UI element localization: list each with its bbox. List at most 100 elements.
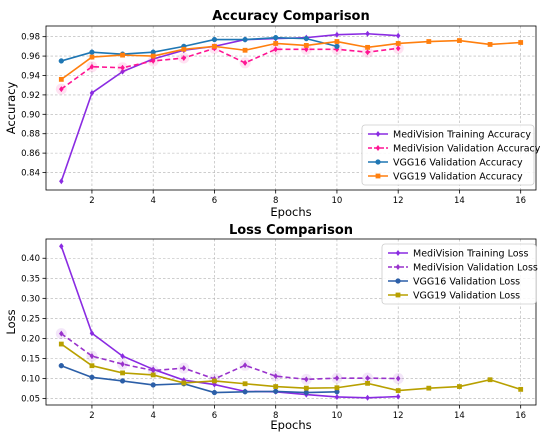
x-tick-label: 8 (273, 411, 278, 421)
point-marker (181, 365, 187, 372)
accuracy-panel: Accuracy Comparison 2 4 6 8 10 12 14 16 0.84 0.86 0… (4, 9, 541, 219)
x-tick-label: 16 (515, 411, 526, 421)
point-marker (242, 59, 248, 66)
point-marker (395, 41, 401, 46)
x-tick-label: 4 (150, 411, 155, 421)
y-tick-label: 0.98 (21, 33, 40, 43)
point-marker (89, 363, 95, 369)
legend-item: MediVision Training Loss (388, 248, 528, 259)
point-marker (89, 353, 95, 360)
x-axis-label: Epochs (270, 418, 311, 432)
point-marker (120, 68, 125, 75)
point-marker (89, 374, 95, 380)
point-marker (395, 388, 401, 393)
y-tick-label: 0.10 (21, 375, 40, 385)
point-marker (150, 372, 156, 378)
x-tick-label: 2 (89, 411, 94, 421)
point-marker (120, 361, 125, 368)
series-line (60, 343, 521, 392)
legend-box (381, 243, 537, 305)
point-marker (150, 367, 156, 374)
legend-label: MediVision Validation Loss (413, 262, 538, 273)
point-marker (426, 39, 432, 44)
x-tick-label: 6 (212, 411, 217, 421)
point-marker (365, 380, 370, 386)
point-marker (518, 40, 524, 45)
point-marker (242, 47, 248, 53)
point-marker (334, 39, 340, 44)
y-tick-label: 0.35 (21, 274, 40, 284)
legend-item: VGG16 Validation Loss (388, 276, 520, 287)
point-marker (181, 380, 187, 386)
point-marker (365, 44, 370, 50)
point-marker (150, 57, 156, 64)
point-marker (58, 341, 64, 347)
y-axis-label: Loss (4, 309, 18, 334)
point-marker (304, 376, 309, 383)
point-marker (59, 330, 64, 337)
legend-label: MediVision Training Accuracy (393, 129, 531, 140)
series-line (60, 47, 399, 90)
series-medivision-validation-accuracy (55, 42, 404, 95)
legend-item: VGG19 Validation Loss (388, 290, 520, 301)
x-tick-label: 12 (393, 411, 404, 421)
point-marker (119, 378, 126, 384)
point-marker (334, 43, 340, 50)
y-tick-label: 0.86 (21, 149, 40, 159)
point-marker (242, 389, 248, 395)
y-tick-label: 0.90 (21, 110, 40, 120)
y-tick-label: 0.30 (21, 294, 40, 304)
plot-frame (45, 238, 537, 406)
point-marker (365, 394, 370, 401)
legend-label: VGG19 Validation Accuracy (393, 171, 523, 182)
point-marker (273, 41, 279, 46)
loss-panel: Loss Comparison 2 4 6 8 10 12 14 16 0.05 0.10 0.15 0… (4, 223, 538, 432)
legend-item: MediVision Validation Loss (388, 262, 538, 273)
point-marker (334, 393, 340, 400)
series-line (60, 39, 521, 81)
y-tick-label: 0.88 (21, 130, 40, 140)
legend-item: VGG19 Validation Accuracy (368, 171, 523, 182)
point-marker (181, 55, 187, 62)
point-marker (273, 373, 278, 380)
point-marker (120, 353, 125, 360)
x-tick-label: 14 (454, 196, 465, 206)
point-marker (395, 292, 401, 298)
point-marker (89, 330, 95, 337)
point-marker (334, 31, 340, 38)
x-tick-label: 10 (332, 196, 343, 206)
legend-box (361, 124, 535, 186)
point-marker (58, 363, 64, 369)
point-marker (273, 46, 278, 53)
x-tick-label: 10 (332, 411, 343, 421)
point-marker (211, 36, 218, 43)
point-marker (395, 264, 401, 270)
point-marker (150, 382, 156, 388)
y-tick-label: 0.94 (21, 71, 40, 81)
point-marker (120, 370, 125, 376)
point-marker (334, 375, 340, 382)
point-marker (487, 42, 493, 47)
y-tick-label: 0.15 (21, 354, 40, 364)
legend-item: MediVision Validation Accuracy (368, 143, 541, 154)
point-marker (242, 362, 248, 369)
point-marker (487, 377, 493, 383)
chart-title: Loss Comparison (229, 223, 353, 238)
point-marker (365, 49, 370, 56)
point-marker (211, 389, 218, 396)
y-tick-label: 0.92 (21, 91, 40, 101)
point-marker (150, 53, 156, 59)
legend-label: VGG16 Validation Accuracy (393, 157, 523, 168)
point-marker (303, 385, 309, 391)
point-marker (375, 145, 381, 151)
point-marker (334, 385, 340, 391)
point-marker (365, 30, 370, 37)
legend-item: MediVision Training Accuracy (368, 129, 531, 140)
point-marker (212, 43, 217, 49)
chart-title: Accuracy Comparison (212, 9, 370, 24)
point-marker (395, 45, 401, 52)
x-tick-label: 8 (273, 196, 278, 206)
point-marker (303, 43, 309, 48)
point-marker (426, 385, 432, 391)
x-axis-label: Epochs (270, 205, 311, 219)
